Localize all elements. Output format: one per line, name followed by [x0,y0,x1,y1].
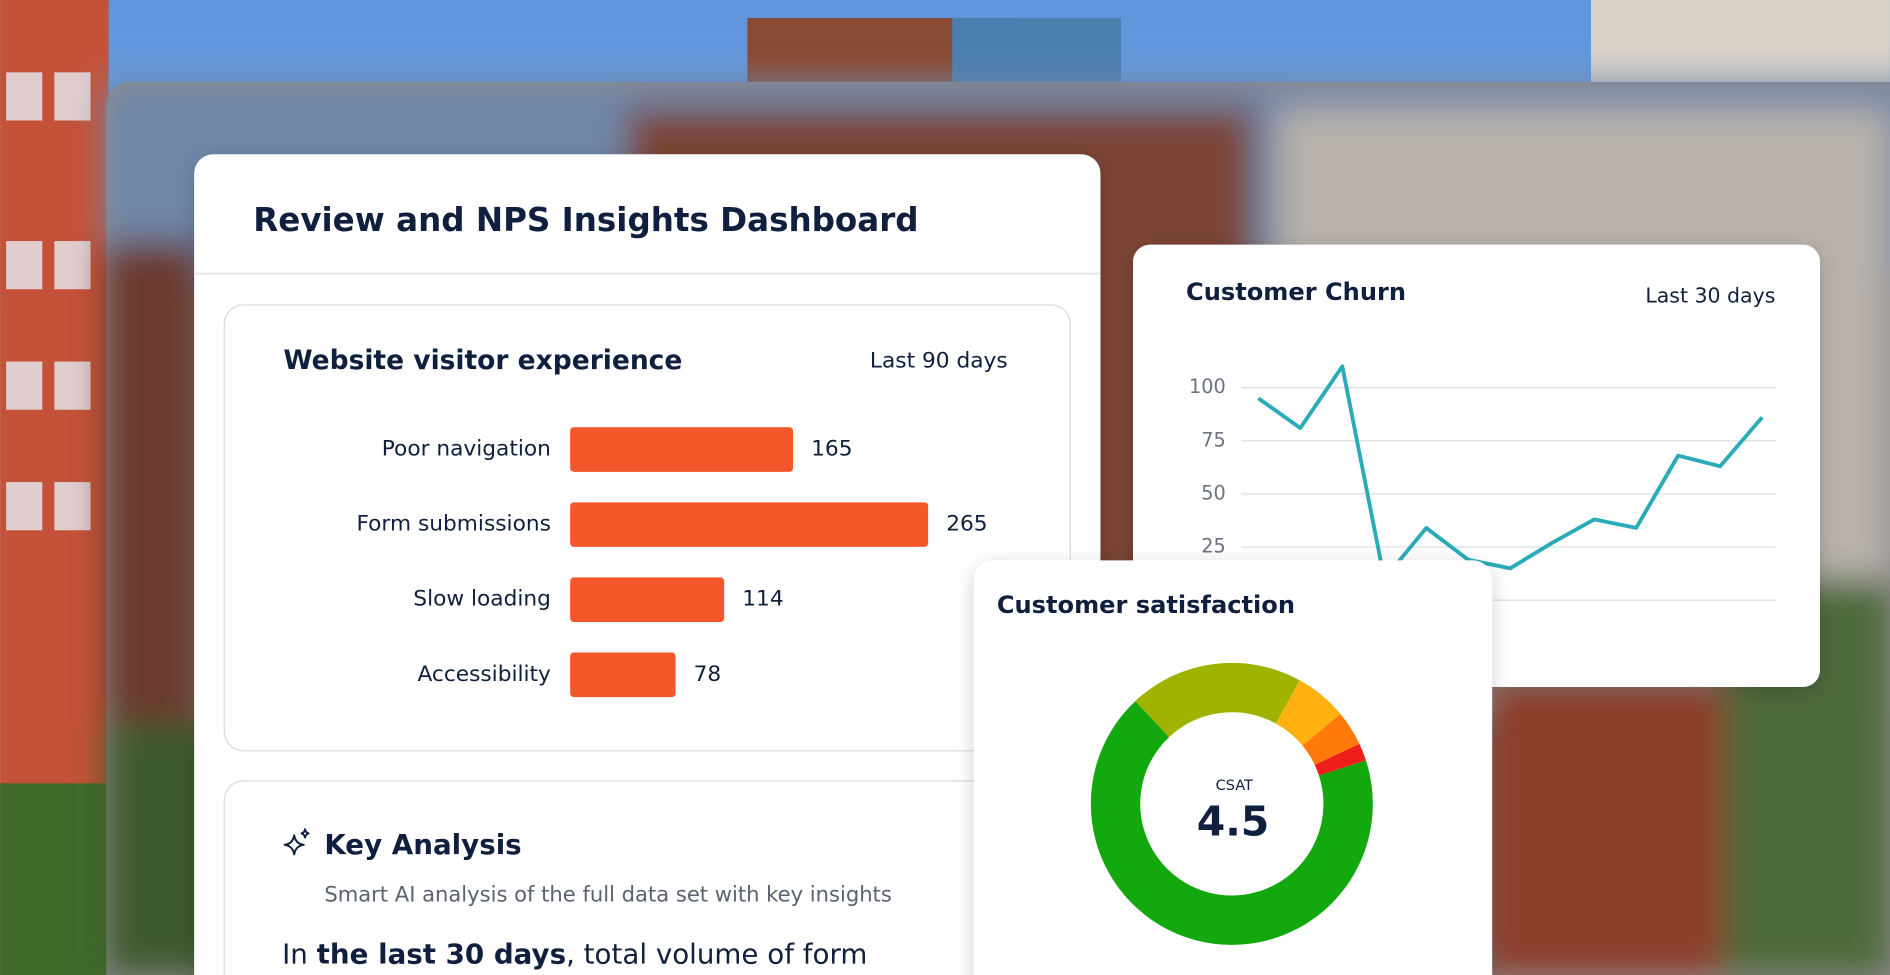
bar-label: Form submissions [356,512,550,537]
donut-segment [1301,713,1360,766]
bar-label: Accessibility [417,662,551,687]
y-tick-label: 100 [1189,375,1226,398]
analysis-text: In the last 30 days, total volume of for… [282,938,867,971]
value-label: 114 [742,587,783,612]
chart-title: Website visitor experience [283,345,682,376]
chart-title: Customer Churn [1186,278,1406,306]
key-analysis-card: Key Analysis Smart AI analysis of the fu… [223,780,1072,975]
analysis-title: Key Analysis [324,828,521,861]
text-part: , total volume of form [566,938,867,971]
chart-title: Customer satisfaction [997,591,1295,619]
donut-chart-card: Customer satisfaction CSAT 4.5 [973,560,1493,975]
dashboard-card: Review and NPS Insights Dashboard Websit… [194,154,1101,975]
value-label: 78 [694,662,722,687]
bar-chart-card: Website visitor experience Last 90 days … [223,304,1072,752]
bar-label: Poor navigation [382,437,551,462]
y-tick-label: 75 [1201,428,1226,451]
donut-segment [1135,662,1300,738]
chart-period: Last 30 days [1645,283,1775,307]
analysis-subtitle: Smart AI analysis of the full data set w… [324,881,891,906]
chart-period: Last 90 days [870,349,1008,374]
text-part: In [282,938,317,971]
bar [570,652,676,698]
sparkle-icon [283,828,310,856]
bar [570,427,794,472]
text-emphasis: the last 30 days [317,938,566,971]
bar [570,502,929,547]
bar [570,577,725,622]
line [1257,364,1764,581]
donut-segment [1090,701,1373,945]
donut-segment [1275,680,1341,747]
center-value: 4.5 [1197,797,1270,845]
value-label: 165 [811,437,852,462]
value-label: 265 [946,512,987,537]
center-label: CSAT [1216,778,1253,794]
y-tick-label: 25 [1201,535,1226,558]
dashboard-title: Review and NPS Insights Dashboard [253,201,918,239]
y-tick-label: 50 [1201,481,1226,504]
bar-label: Slow loading [413,587,551,612]
donut-segment [1314,743,1366,776]
